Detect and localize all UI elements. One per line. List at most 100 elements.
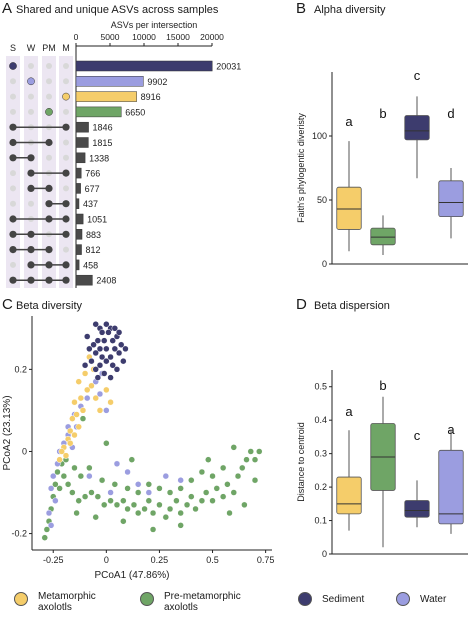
point-metamorphic bbox=[75, 378, 82, 385]
point-water bbox=[45, 509, 53, 517]
y-tick-label: 0.2 bbox=[314, 482, 327, 492]
panel-c-letter: C bbox=[2, 296, 13, 313]
point-premetamorphic bbox=[205, 456, 212, 463]
intersection-dot bbox=[9, 215, 17, 223]
point-premetamorphic bbox=[209, 497, 216, 504]
intersection-value-label: 458 bbox=[83, 260, 98, 270]
intersection-dot bbox=[46, 78, 52, 85]
point-premetamorphic bbox=[243, 456, 250, 463]
point-premetamorphic bbox=[103, 440, 110, 447]
x-tick-label: 0.25 bbox=[151, 555, 169, 565]
point-premetamorphic bbox=[241, 501, 248, 509]
intersection-dot bbox=[63, 246, 69, 253]
point-sediment bbox=[105, 329, 112, 336]
point-sediment bbox=[103, 345, 110, 353]
panel-d-letter: D bbox=[296, 296, 307, 313]
point-sediment bbox=[109, 337, 116, 344]
point-premetamorphic bbox=[198, 497, 206, 504]
point-premetamorphic bbox=[230, 489, 238, 496]
set-label-s: S bbox=[10, 43, 16, 53]
point-premetamorphic bbox=[81, 493, 89, 500]
panel-b-letter: B bbox=[296, 0, 307, 17]
point-premetamorphic bbox=[100, 501, 108, 509]
point-premetamorphic bbox=[156, 501, 163, 509]
intersection-dot bbox=[10, 108, 16, 115]
intersection-dot bbox=[27, 77, 35, 86]
point-premetamorphic bbox=[124, 505, 131, 513]
point-sediment bbox=[81, 362, 89, 369]
point-metamorphic bbox=[83, 386, 91, 394]
point-sediment bbox=[96, 345, 104, 353]
point-metamorphic bbox=[66, 440, 74, 447]
intersection-dot bbox=[63, 154, 69, 161]
intersection-dot bbox=[10, 200, 16, 207]
y-axis-title: Faith's phylogentic diveristy bbox=[296, 113, 306, 223]
point-premetamorphic bbox=[188, 476, 195, 484]
point-metamorphic bbox=[62, 452, 70, 459]
point-premetamorphic bbox=[64, 481, 72, 488]
panel-a-letter: A bbox=[2, 0, 13, 17]
point-premetamorphic bbox=[88, 489, 95, 496]
point-sediment bbox=[103, 320, 110, 328]
point-water bbox=[124, 468, 131, 476]
intersection-value-label: 6650 bbox=[125, 107, 145, 117]
y-tick-label: -0.2 bbox=[11, 529, 27, 539]
point-sediment bbox=[92, 366, 99, 373]
point-sediment bbox=[103, 357, 110, 365]
box-sediment bbox=[404, 500, 430, 518]
point-metamorphic bbox=[107, 398, 114, 406]
point-metamorphic bbox=[73, 411, 80, 418]
upset-x-tick-label: 5000 bbox=[101, 32, 120, 42]
point-premetamorphic bbox=[75, 497, 82, 504]
point-sediment bbox=[96, 362, 104, 369]
upset-x-tick-label: 20000 bbox=[200, 32, 224, 42]
intersection-bar bbox=[75, 152, 86, 164]
intersection-value-label: 437 bbox=[83, 199, 98, 209]
point-premetamorphic bbox=[239, 464, 246, 472]
point-premetamorphic bbox=[166, 489, 174, 496]
y-tick-label: 0 bbox=[322, 549, 327, 559]
panel-d-title: Beta dispersion bbox=[314, 300, 390, 312]
intersection-dot bbox=[63, 78, 69, 85]
x-tick-label: -0.25 bbox=[43, 555, 64, 565]
point-metamorphic bbox=[75, 423, 82, 431]
point-sediment bbox=[100, 370, 108, 377]
legend-swatch-metamorphic bbox=[14, 592, 28, 606]
point-premetamorphic bbox=[247, 448, 255, 455]
point-premetamorphic bbox=[166, 505, 174, 513]
point-sediment bbox=[111, 325, 119, 332]
point-metamorphic bbox=[77, 394, 85, 402]
significance-letter: c bbox=[414, 428, 421, 443]
point-premetamorphic bbox=[54, 468, 61, 476]
intersection-bar bbox=[75, 213, 84, 225]
point-premetamorphic bbox=[198, 468, 206, 476]
intersection-dot bbox=[46, 154, 52, 161]
point-premetamorphic bbox=[107, 497, 114, 504]
panel-b-title: Alpha diversity bbox=[314, 4, 386, 16]
point-premetamorphic bbox=[141, 505, 148, 513]
point-water bbox=[113, 460, 121, 468]
y-axis-title: PCoA2 (23.13%) bbox=[2, 395, 13, 470]
point-water bbox=[177, 476, 184, 484]
point-premetamorphic bbox=[183, 501, 191, 509]
intersection-dot bbox=[28, 108, 34, 115]
point-premetamorphic bbox=[124, 485, 131, 492]
significance-letter: b bbox=[379, 378, 386, 393]
point-premetamorphic bbox=[173, 497, 180, 504]
legend-label-metamorphic: Metamorphic axolotls bbox=[38, 591, 96, 613]
significance-letter: b bbox=[379, 106, 386, 121]
point-premetamorphic bbox=[202, 489, 210, 496]
point-premetamorphic bbox=[177, 522, 184, 529]
upset-x-tick-label: 10000 bbox=[132, 32, 156, 42]
intersection-dot bbox=[45, 108, 53, 116]
upset-chart: S W PM M ASVs per intersection 0 5000 10000 1500… bbox=[6, 20, 241, 288]
point-sediment bbox=[94, 337, 102, 344]
point-sediment bbox=[86, 345, 93, 353]
point-sediment bbox=[107, 353, 114, 361]
point-premetamorphic bbox=[209, 472, 216, 480]
point-premetamorphic bbox=[120, 518, 127, 525]
point-sediment bbox=[117, 341, 125, 348]
significance-letter: d bbox=[447, 106, 454, 121]
intersection-value-label: 677 bbox=[85, 184, 100, 194]
point-sediment bbox=[83, 333, 91, 340]
